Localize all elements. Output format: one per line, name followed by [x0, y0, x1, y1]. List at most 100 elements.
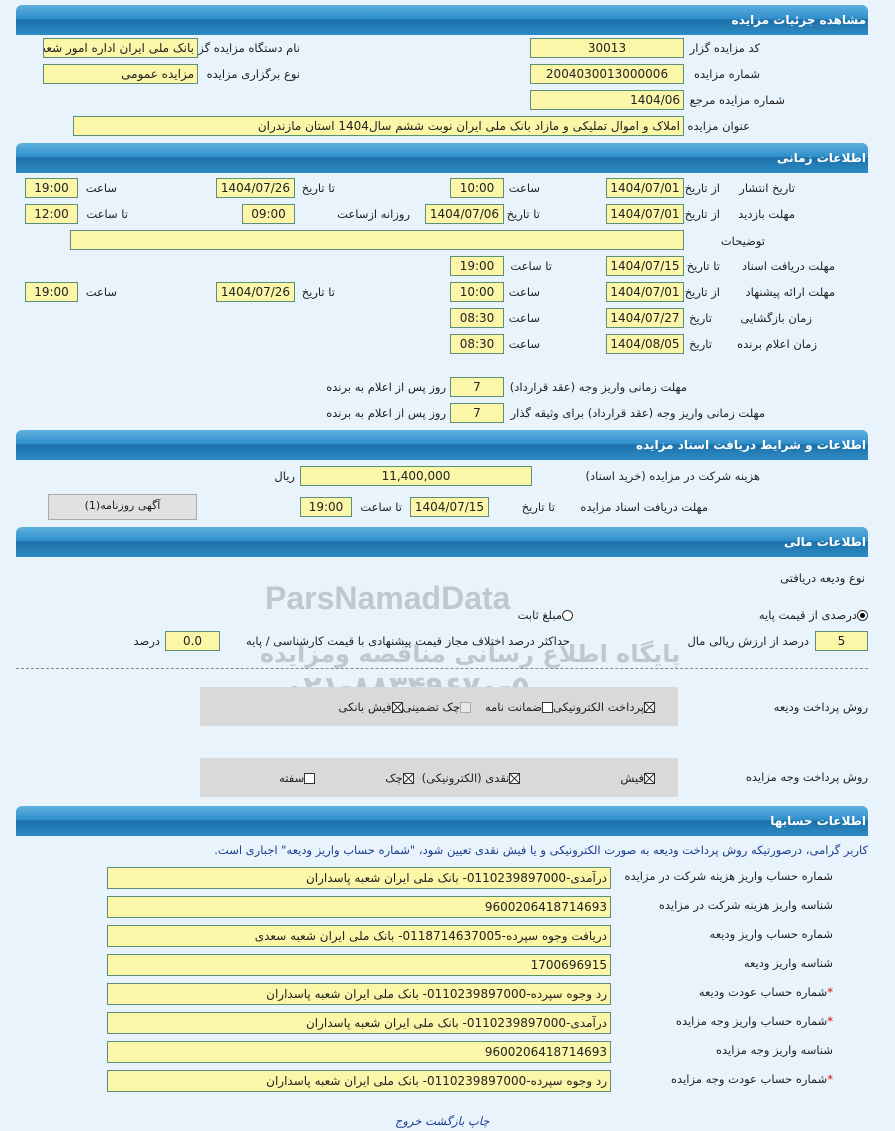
opening-time: 08:30	[450, 308, 504, 328]
method-option[interactable]: چک	[385, 771, 414, 785]
to-date-label: تا تاریخ	[506, 207, 540, 221]
account-field: 9600206418714693	[107, 1041, 611, 1063]
guarantor-payment-deadline-days: 7	[450, 403, 504, 423]
option-percent[interactable]: درصدی از قیمت پایه	[759, 605, 868, 625]
radio-fixed[interactable]	[562, 610, 573, 621]
time-label: ساعت	[85, 285, 117, 299]
docs-to-date: 1404/07/15	[606, 256, 684, 276]
account-label-text: شماره حساب واریز وجه مزایده	[675, 1014, 828, 1028]
method-label: ضمانت نامه	[484, 700, 543, 714]
publish-from-date: 1404/07/01	[606, 178, 684, 198]
docs-to-date: 1404/07/15	[410, 497, 489, 517]
account-label: شماره حساب واریز هزینه شرکت در مزایده	[625, 866, 833, 886]
divider	[16, 668, 868, 669]
offer-to-time: 19:00	[25, 282, 78, 302]
docs-to-time: 19:00	[300, 497, 352, 517]
option-percent-label: درصدی از قیمت پایه	[758, 608, 857, 622]
account-field: 9600206418714693	[107, 896, 611, 918]
exit-link[interactable]: خروج	[395, 1114, 422, 1128]
from-date-label: از تاریخ	[684, 285, 720, 299]
visit-from-date: 1404/07/01	[606, 204, 684, 224]
offer-from-time: 10:00	[450, 282, 504, 302]
max-diff-suffix: درصد	[133, 634, 160, 648]
checkbox[interactable]	[402, 773, 414, 784]
auction-type-field: مزایده عمومی	[43, 64, 198, 84]
max-diff-label: حداکثر درصد اختلاف مجاز قیمت پیشنهادی با…	[245, 634, 570, 648]
docs-to-time: 19:00	[450, 256, 504, 276]
winner-announce-label: زمان اعلام برنده	[737, 337, 817, 351]
method-option[interactable]: فیش بانکی	[338, 700, 403, 714]
offer-to-date: 1404/07/26	[216, 282, 295, 302]
publish-label: تاریخ انتشار	[739, 181, 795, 195]
account-label: *شماره حساب عودت ودیعه	[699, 982, 833, 1002]
section-header-accounts: اطلاعات حسابها	[16, 806, 868, 836]
auction-number-label: شماره مزایده	[694, 67, 760, 81]
checkbox[interactable]	[509, 773, 521, 784]
time-label: ساعت	[508, 311, 540, 325]
section-header-timing: اطلاعات زمانی	[16, 143, 868, 173]
percent-suffix: درصد از ارزش ریالی مال	[687, 634, 809, 648]
offer-deadline-label: مهلت ارائه پیشنهاد	[745, 285, 835, 299]
method-option[interactable]: سفته	[279, 771, 316, 785]
description-label: توضیحات	[720, 234, 765, 248]
account-field: رد وجوه سپرده-0110239897000- بانک ملی ای…	[107, 1070, 611, 1092]
account-field: درآمدی-0110239897000- بانک ملی ایران شعب…	[107, 867, 611, 889]
newspaper-ad-button[interactable]: آگهی روزنامه(1)	[48, 494, 197, 520]
org-name-field: بانک ملی ایران اداره امور شعب	[43, 38, 198, 58]
account-label-text: شماره حساب عودت وجه مزایده	[671, 1072, 828, 1086]
section-header-financial: اطلاعات مالی	[16, 527, 868, 557]
to-time-label: تا ساعت	[86, 207, 128, 221]
payment-deadline-label: مهلت زمانی واریز وجه (عقد قرارداد)	[509, 380, 687, 394]
method-option[interactable]: ضمانت نامه	[484, 700, 554, 714]
account-label: شناسه واریز ودیعه	[744, 953, 833, 973]
visit-to-time: 12:00	[25, 204, 78, 224]
checkbox[interactable]	[391, 702, 403, 713]
account-label: *شماره حساب عودت وجه مزایده	[671, 1069, 833, 1089]
method-label: سفته	[279, 771, 305, 785]
days-after-suffix: روز پس از اعلام به برنده	[326, 380, 446, 394]
reference-number-label: شماره مزایده مرجع	[689, 93, 785, 107]
checkbox[interactable]	[542, 702, 554, 713]
auction-number-field: 2004030013000006	[530, 64, 684, 84]
method-option[interactable]: چک تضمینی	[403, 700, 471, 714]
checkbox[interactable]	[304, 773, 316, 784]
account-label-text: شناسه واریز هزینه شرکت در مزایده	[658, 898, 833, 912]
method-label: چک	[385, 771, 403, 785]
section-header-documents: اطلاعات و شرایط دریافت اسناد مزایده	[16, 430, 868, 460]
fee-label: هزینه شرکت در مزایده (خرید اسناد)	[585, 469, 761, 483]
account-label: شماره حساب واریز ودیعه	[710, 924, 833, 944]
to-date-label: تا تاریخ	[301, 181, 335, 195]
method-option[interactable]: فیش	[620, 771, 655, 785]
account-label-text: شماره حساب واریز ودیعه	[709, 927, 833, 941]
reference-number-field: 1404/06	[530, 90, 684, 110]
winner-date: 1404/08/05	[606, 334, 684, 354]
account-label-text: شماره حساب واریز هزینه شرکت در مزایده	[624, 869, 833, 883]
deposit-methods-label: روش پرداخت ودیعه	[773, 700, 868, 714]
docs-deadline-label: مهلت دریافت اسناد مزایده	[580, 500, 708, 514]
account-label-text: شناسه واریز وجه مزایده	[715, 1043, 833, 1057]
deposit-type-label: نوع ودیعه دریافتی	[780, 571, 865, 585]
watermark-brand: ParsNamadData	[265, 580, 511, 616]
print-link[interactable]: چاپ	[468, 1114, 490, 1128]
account-field: درآمدی-0110239897000- بانک ملی ایران شعب…	[107, 1012, 611, 1034]
option-fixed[interactable]: مبلغ ثابت	[518, 605, 573, 625]
time-label: ساعت	[85, 181, 117, 195]
max-diff-field: 0.0	[165, 631, 220, 651]
radio-percent[interactable]	[857, 610, 868, 621]
accounts-note: کاربر گرامی، درصورتیکه روش پرداخت ودیعه …	[214, 843, 868, 857]
auctioneer-code-field: 30013	[530, 38, 684, 58]
checkbox[interactable]	[644, 773, 655, 784]
back-link[interactable]: بازگشت	[425, 1114, 465, 1128]
offer-from-date: 1404/07/01	[606, 282, 684, 302]
deposit-methods-panel: پرداخت الکترونیکی ضمانت نامه چک تضمینی فیش …	[200, 687, 678, 726]
payment-methods-label: روش پرداخت وجه مزایده	[745, 770, 868, 784]
checkbox[interactable]	[644, 702, 655, 713]
required-star: *	[827, 1072, 833, 1086]
date-label: تاریخ	[689, 337, 712, 351]
opening-date: 1404/07/27	[606, 308, 684, 328]
method-option[interactable]: پرداخت الکترونیکی	[553, 700, 655, 714]
checkbox[interactable]	[459, 702, 471, 713]
publish-to-date: 1404/07/26	[216, 178, 295, 198]
method-option[interactable]: نقدی (الکترونیکی)	[422, 771, 521, 785]
